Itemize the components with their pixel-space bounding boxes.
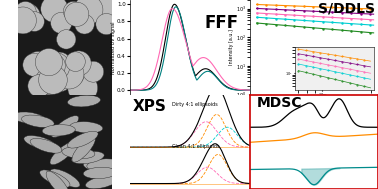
Text: XPS: XPS xyxy=(132,99,166,114)
Ellipse shape xyxy=(46,171,70,189)
Y-axis label: Intensity [a.u.]: Intensity [a.u.] xyxy=(229,29,234,65)
Circle shape xyxy=(54,59,84,89)
Text: S/DDLS: S/DDLS xyxy=(318,2,375,16)
Ellipse shape xyxy=(68,95,101,107)
Text: Clean 4:1 ellipsoids: Clean 4:1 ellipsoids xyxy=(172,144,220,149)
Circle shape xyxy=(68,73,98,103)
Circle shape xyxy=(39,66,67,94)
Circle shape xyxy=(15,3,40,29)
Circle shape xyxy=(65,2,89,26)
Circle shape xyxy=(41,0,68,22)
Ellipse shape xyxy=(24,136,56,149)
Ellipse shape xyxy=(84,160,116,172)
Circle shape xyxy=(51,12,72,34)
Ellipse shape xyxy=(12,112,45,124)
Circle shape xyxy=(56,30,76,49)
Ellipse shape xyxy=(87,159,120,170)
Circle shape xyxy=(48,67,72,92)
Ellipse shape xyxy=(50,169,80,187)
Ellipse shape xyxy=(72,136,95,162)
Ellipse shape xyxy=(50,142,76,165)
Circle shape xyxy=(63,66,84,87)
Text: FFF: FFF xyxy=(204,14,239,32)
Circle shape xyxy=(35,68,62,95)
Ellipse shape xyxy=(51,116,79,137)
Circle shape xyxy=(89,0,117,22)
Ellipse shape xyxy=(62,147,95,159)
Y-axis label: Normalized UV signal: Normalized UV signal xyxy=(111,21,116,74)
Circle shape xyxy=(67,51,91,76)
Circle shape xyxy=(35,49,62,76)
Ellipse shape xyxy=(42,125,75,136)
Ellipse shape xyxy=(22,115,54,127)
Ellipse shape xyxy=(40,170,70,187)
Circle shape xyxy=(25,12,44,31)
Text: MDSC: MDSC xyxy=(256,96,302,110)
Circle shape xyxy=(40,53,65,78)
Circle shape xyxy=(64,2,83,21)
Ellipse shape xyxy=(30,138,62,153)
Circle shape xyxy=(96,14,117,35)
Ellipse shape xyxy=(68,131,98,148)
Circle shape xyxy=(26,51,51,76)
Circle shape xyxy=(83,61,104,82)
Circle shape xyxy=(14,2,36,23)
Ellipse shape xyxy=(70,122,103,133)
Circle shape xyxy=(64,65,84,85)
Circle shape xyxy=(74,0,103,24)
Ellipse shape xyxy=(71,151,104,164)
Circle shape xyxy=(28,75,50,97)
X-axis label: Time [min]: Time [min] xyxy=(175,105,205,110)
Circle shape xyxy=(9,7,36,34)
Circle shape xyxy=(46,52,72,78)
Circle shape xyxy=(66,52,85,71)
Ellipse shape xyxy=(83,167,116,179)
Circle shape xyxy=(41,53,70,81)
Circle shape xyxy=(23,53,46,77)
X-axis label: q [nm⁻¹]: q [nm⁻¹] xyxy=(304,122,324,127)
Ellipse shape xyxy=(85,176,118,189)
Text: Dirty 4:1 ellipsoids: Dirty 4:1 ellipsoids xyxy=(172,102,218,107)
Circle shape xyxy=(74,14,94,34)
